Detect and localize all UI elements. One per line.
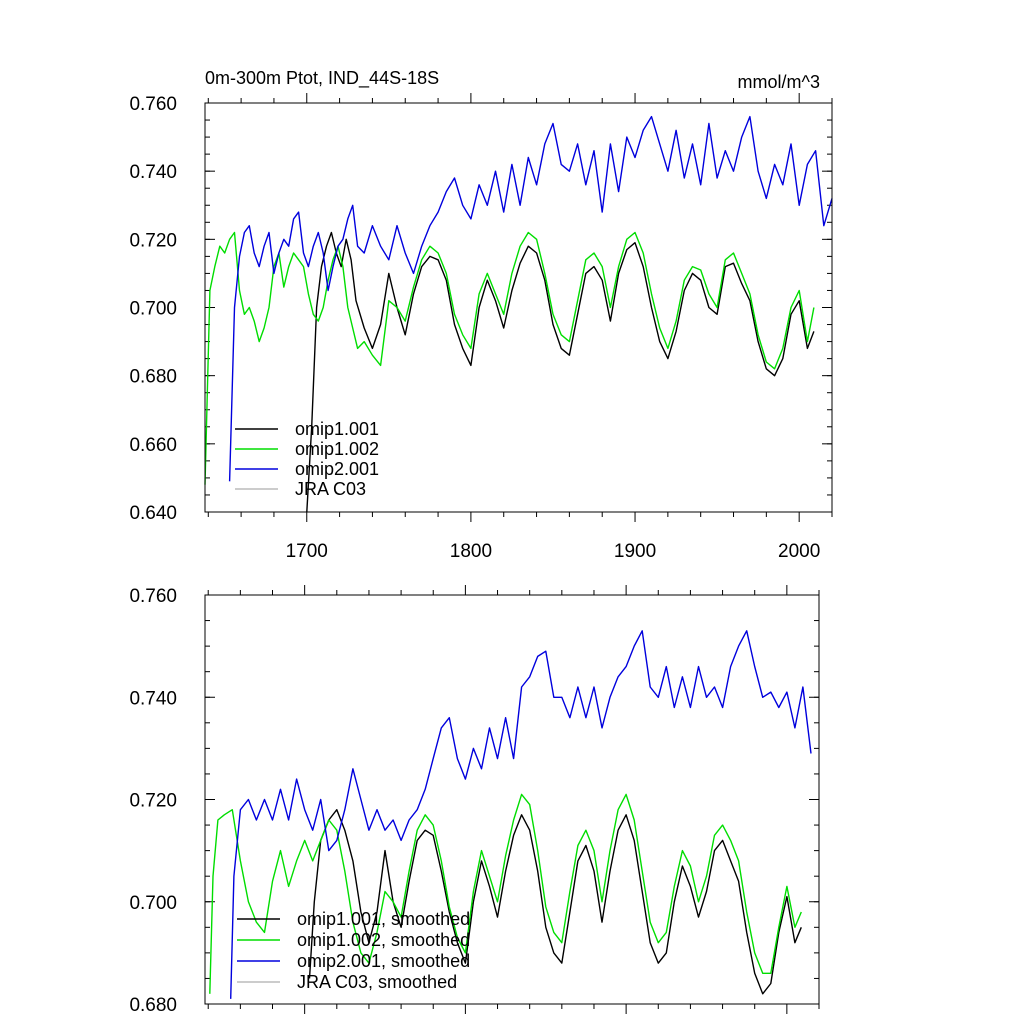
bottom-ytick-label: 0.700	[129, 893, 177, 914]
top-legend-label: omip2.001	[295, 459, 379, 479]
bottom-ytick-label: 0.720	[129, 791, 177, 812]
top-xtick-label: 1800	[450, 541, 492, 562]
top-ytick-label: 0.680	[129, 367, 177, 388]
bottom-plot-frame	[204, 594, 820, 1005]
top-chart-panel: 0m-300m Ptot, IND_44S-18S mmol/m^3 0.760…	[129, 68, 833, 562]
top-ytick-label: 0.640	[129, 503, 177, 524]
top-series-line-1	[306, 231, 815, 513]
top-plot-frame	[204, 102, 833, 513]
top-xtick-label: 1700	[286, 541, 328, 562]
bottom-ytick-label: 0.740	[129, 688, 177, 709]
top-series-line-3	[228, 115, 833, 482]
top-chart-title: 0m-300m Ptot, IND_44S-18S	[205, 68, 439, 89]
top-ytick-label: 0.700	[129, 299, 177, 320]
top-legend-label: omip1.002	[295, 439, 379, 459]
top-ytick-label: 0.720	[129, 230, 177, 251]
bottom-series-line-2	[209, 793, 802, 994]
top-legend-label: omip1.001	[295, 419, 379, 439]
bottom-legend-label: omip1.002, smoothed	[297, 930, 470, 950]
bottom-ytick-label: 0.680	[129, 995, 177, 1016]
top-ytick-label: 0.760	[129, 94, 177, 115]
top-xtick-label: 2000	[778, 541, 820, 562]
bottom-series-line-3	[230, 630, 812, 999]
bottom-legend-label: JRA C03, smoothed	[297, 972, 457, 992]
bottom-legend-label: omip1.001, smoothed	[297, 909, 470, 929]
top-ytick-label: 0.740	[129, 162, 177, 183]
bottom-ytick-label: 0.760	[129, 586, 177, 607]
top-ytick-label: 0.660	[129, 435, 177, 456]
bottom-legend-label: omip2.001, smoothed	[297, 951, 470, 971]
top-xtick-label: 1900	[614, 541, 656, 562]
top-legend-label: JRA C03	[295, 479, 366, 499]
top-chart-units: mmol/m^3	[738, 72, 820, 92]
top-series-line-2	[204, 231, 815, 485]
bottom-chart-panel: 0.760 0.740 0.720 0.700 0.680 omip1.001, smo…	[129, 585, 820, 1016]
bottom-series-line-1	[308, 809, 802, 995]
